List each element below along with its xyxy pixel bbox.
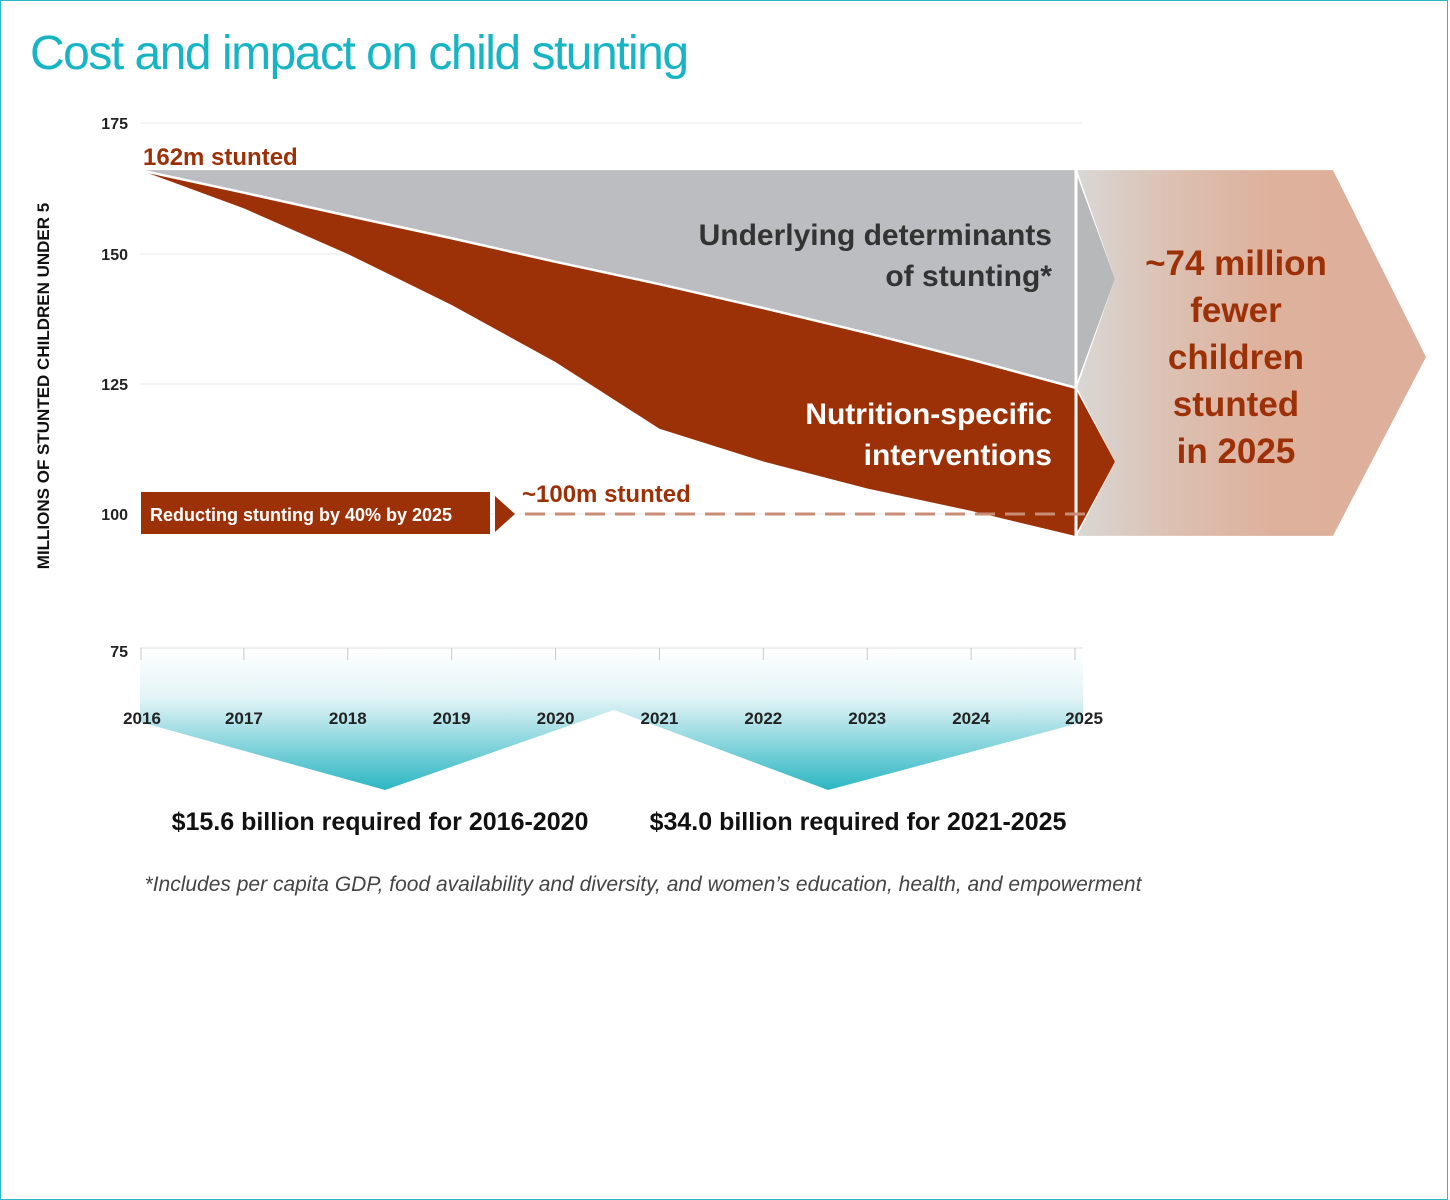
underlying-arrow [1075,170,1115,388]
stunting-chart: 175 150 125 100 75 MILLIONS OF STUNTED CHILDR… [34,116,1426,836]
nutrition-arrow [1075,387,1115,536]
x-tick-label: 2022 [744,709,782,728]
x-tick-label: 2017 [225,709,263,728]
y-tick-label: 100 [101,507,128,524]
x-tick-label: 2024 [952,709,990,728]
x-tick-label: 2016 [123,709,161,728]
label-underlying: Underlying determinants [699,219,1052,252]
result-label: children [1168,338,1304,377]
footnote: *Includes per capita GDP, food availabil… [144,873,1142,896]
label-nutrition: interventions [864,439,1052,472]
y-tick-label: 75 [110,644,128,661]
result-label: stunted [1173,385,1299,424]
start-label: 162m stunted [143,144,298,171]
goal-label: Reducting stunting by 40% by 2025 [150,505,452,525]
goal-arrow [495,496,515,532]
label-nutrition: Nutrition-specific [805,398,1052,431]
result-label: ~74 million [1145,244,1327,283]
x-tick-label: 2018 [329,709,367,728]
x-tick-label: 2021 [641,709,679,728]
y-tick-label: 175 [101,116,128,133]
result-label: in 2025 [1177,432,1296,471]
x-tick-label: 2025 [1065,709,1103,728]
series-boundary-line [139,168,1076,389]
y-axis-title: MILLIONS OF STUNTED CHILDREN UNDER 5 [34,203,53,569]
y-tick-label: 125 [101,377,128,394]
chart-title: Cost and impact on child stunting [30,27,689,80]
result-arrow [1077,170,1426,536]
funding-label-2016-2020: $15.6 billion required for 2016-2020 [172,808,589,836]
x-tick-label: 2019 [433,709,471,728]
series-area-underlying [140,170,1075,388]
funding-label-2021-2025: $34.0 billion required for 2021-2025 [650,808,1067,836]
y-tick-label: 150 [101,247,128,264]
series-area-nutrition [140,170,1075,536]
goal-box [141,492,490,534]
funding-band [140,648,1083,790]
target-label: ~100m stunted [522,481,691,508]
label-underlying: of stunting* [885,260,1052,293]
result-label: fewer [1190,291,1282,330]
x-tick-label: 2020 [537,709,575,728]
x-tick-label: 2023 [848,709,886,728]
